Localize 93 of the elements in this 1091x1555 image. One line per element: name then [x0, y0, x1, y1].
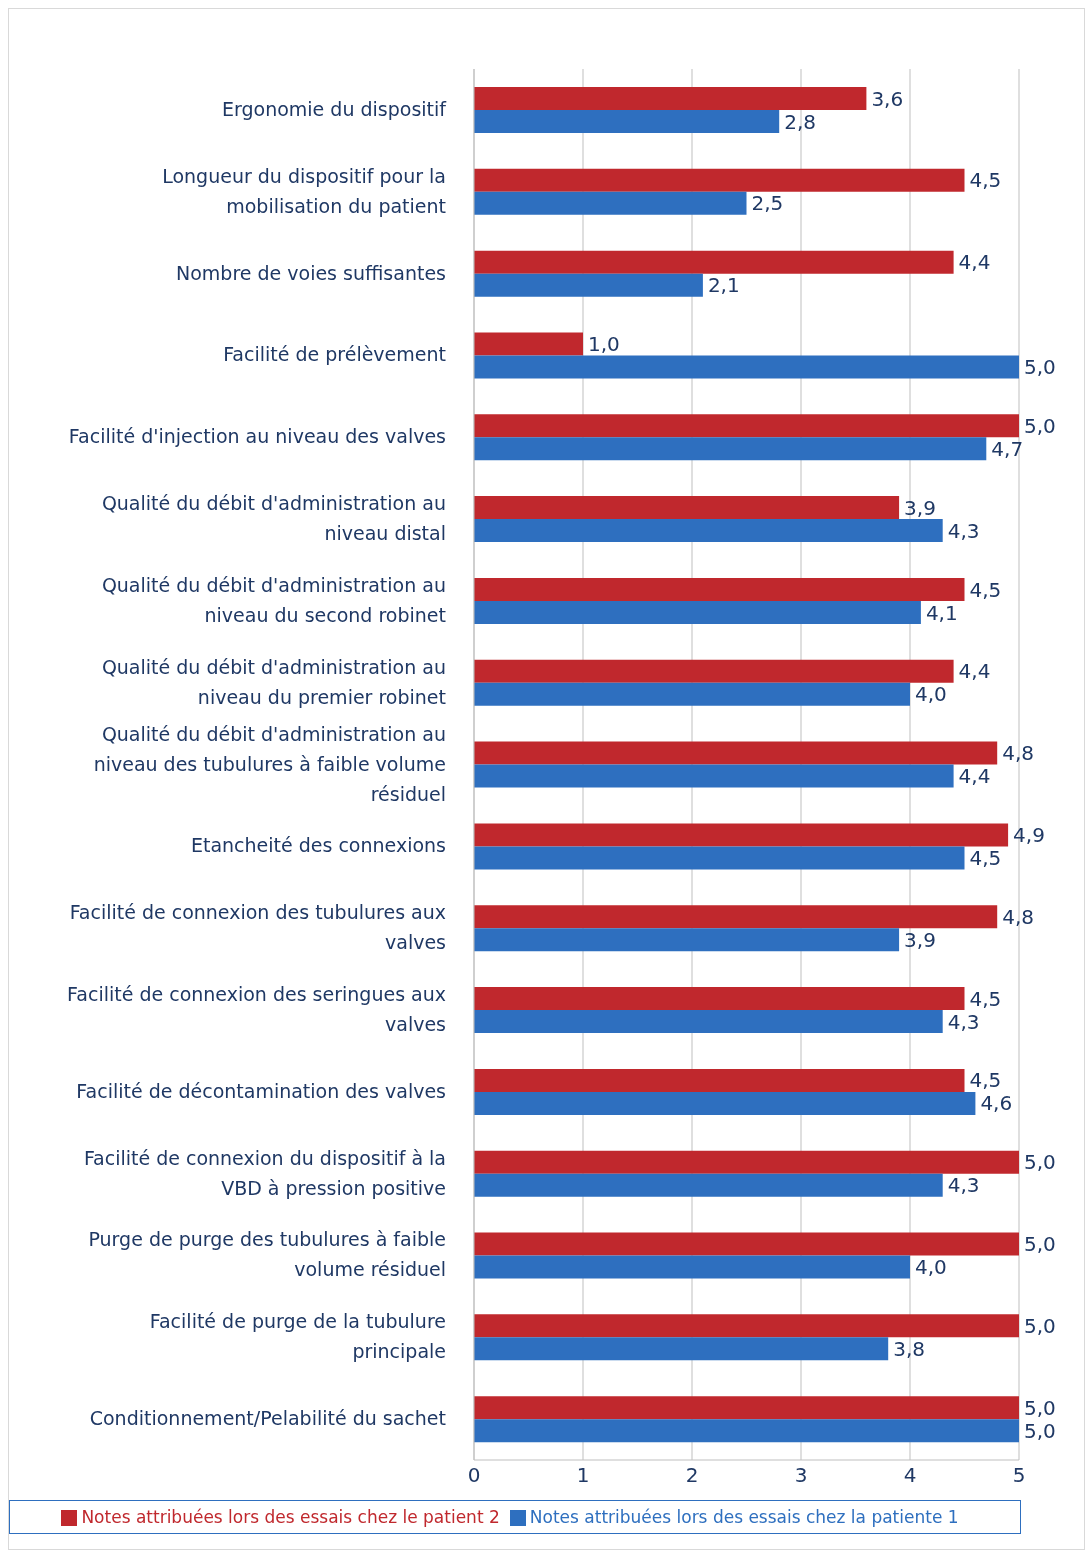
bar: [474, 905, 998, 929]
data-label: 5,0: [1024, 355, 1056, 380]
y-tick-label: Purge de purge des tubulures à faible volume résiduel: [88, 1227, 446, 1280]
data-label: 4,3: [947, 1009, 980, 1034]
bar: [474, 1396, 1019, 1420]
y-tick-label: Qualité du débit d'administration au niveau du second robinet: [101, 573, 446, 626]
y-tick-label: Qualité du débit d'administration au niveau des tubulures à faible volume résiduel: [93, 722, 446, 804]
bar: [474, 577, 965, 601]
bar: [474, 110, 780, 133]
y-tick-label: Qualité du débit d'administration au niveau distal: [101, 491, 446, 544]
y-tick-label: Facilité d'injection au niveau des valves: [68, 424, 446, 447]
x-tick-label: 2: [685, 1463, 699, 1488]
y-tick-label: Conditionnement/Pelabilité du sachet: [89, 1406, 446, 1429]
data-label: 2,8: [784, 109, 817, 134]
bar: [474, 1337, 889, 1361]
bar: [474, 741, 998, 765]
x-tick-label: 4: [903, 1463, 917, 1488]
bar: [474, 659, 954, 683]
data-label: 5,0: [1024, 1313, 1056, 1338]
data-label: 5,0: [1024, 1232, 1056, 1257]
data-label: 4,5: [969, 846, 1002, 871]
y-tick-label: Nombre de voies suffisantes: [175, 261, 446, 284]
x-tick-label: 1: [576, 1463, 590, 1488]
bar: [474, 355, 1019, 379]
bar: [474, 987, 965, 1011]
x-tick-label: 5: [1012, 1463, 1026, 1488]
bar: [474, 1150, 1019, 1174]
data-label: 4,5: [969, 1068, 1002, 1093]
legend-label: Notes attribuées lors des essais chez le patient 2: [81, 1507, 500, 1527]
bar: [474, 1091, 976, 1115]
y-tick-label: Facilité de connexion du dispositif à la VBD à pression positive: [83, 1146, 446, 1199]
data-label: 4,4: [958, 764, 991, 789]
bar: [474, 823, 1009, 847]
x-tick-label: 0: [467, 1463, 481, 1488]
data-label: 2,1: [707, 273, 740, 298]
bar: [474, 87, 867, 110]
data-label: 4,5: [969, 577, 1002, 602]
data-label: 5,0: [1024, 413, 1056, 438]
y-tick-label: Ergonomie du dispositif: [221, 97, 448, 120]
y-tick-label: Facilité de connexion des seringues aux valves: [67, 982, 446, 1035]
data-label: 4,7: [991, 436, 1024, 461]
y-tick-label: Facilité de connexion des tubulures aux valves: [69, 900, 446, 953]
data-label: 3,6: [871, 86, 904, 111]
y-tick-label: Qualité du débit d'administration au niveau du premier robinet: [101, 655, 446, 708]
data-label: 4,0: [915, 1255, 947, 1280]
bar: [474, 1232, 1019, 1256]
data-label: 5,0: [1024, 1150, 1056, 1175]
bar: [474, 414, 1019, 438]
bar: [474, 496, 900, 520]
data-label: 5,0: [1024, 1418, 1056, 1443]
bar: [474, 250, 954, 274]
x-tick-label: 3: [794, 1463, 808, 1488]
data-label: 1,0: [588, 332, 620, 357]
bar: [474, 846, 965, 870]
bar: [474, 437, 987, 461]
bar: [474, 168, 965, 192]
bar: [474, 332, 583, 356]
data-label: 4,4: [958, 250, 991, 275]
data-label: 4,8: [1002, 904, 1035, 929]
bar: [474, 928, 900, 952]
data-label: 4,1: [925, 600, 958, 625]
bar: [474, 1314, 1019, 1338]
bar: [474, 191, 747, 215]
bar: [474, 682, 910, 706]
data-label: 4,5: [969, 168, 1002, 193]
data-label: 4,3: [947, 518, 980, 543]
data-label: 4,4: [958, 659, 991, 684]
y-tick-label: Facilité de décontamination des valves: [76, 1079, 446, 1102]
data-label: 4,5: [969, 986, 1002, 1011]
bar: [474, 764, 954, 788]
bar: [474, 273, 703, 297]
data-label: 2,5: [751, 191, 784, 216]
data-label: 4,3: [947, 1173, 980, 1198]
legend-label: Notes attribuées lors des essais chez la patiente 1: [529, 1507, 959, 1527]
bar: [474, 1255, 910, 1279]
bar: [474, 1173, 943, 1197]
data-label: 5,0: [1024, 1395, 1056, 1420]
data-label: 4,0: [915, 682, 947, 707]
data-label: 3,9: [904, 927, 936, 952]
y-tick-label: Facilité de purge de la tubulure principale: [149, 1309, 446, 1362]
y-tick-label: Longueur du dispositif pour la mobilisation du patient: [162, 164, 446, 217]
data-label: 3,8: [893, 1336, 926, 1361]
bar: [474, 1419, 1019, 1443]
data-label: 4,8: [1002, 741, 1035, 766]
data-label: 4,6: [980, 1091, 1013, 1116]
bar: [474, 1068, 965, 1092]
data-label: 4,9: [1013, 823, 1045, 848]
y-tick-label: Etancheité des connexions: [190, 833, 446, 856]
bar: [474, 1010, 943, 1034]
bar: [474, 600, 921, 624]
data-label: 3,9: [904, 495, 936, 520]
bar: [474, 519, 943, 543]
y-tick-label: Facilité de prélèvement: [223, 342, 446, 365]
